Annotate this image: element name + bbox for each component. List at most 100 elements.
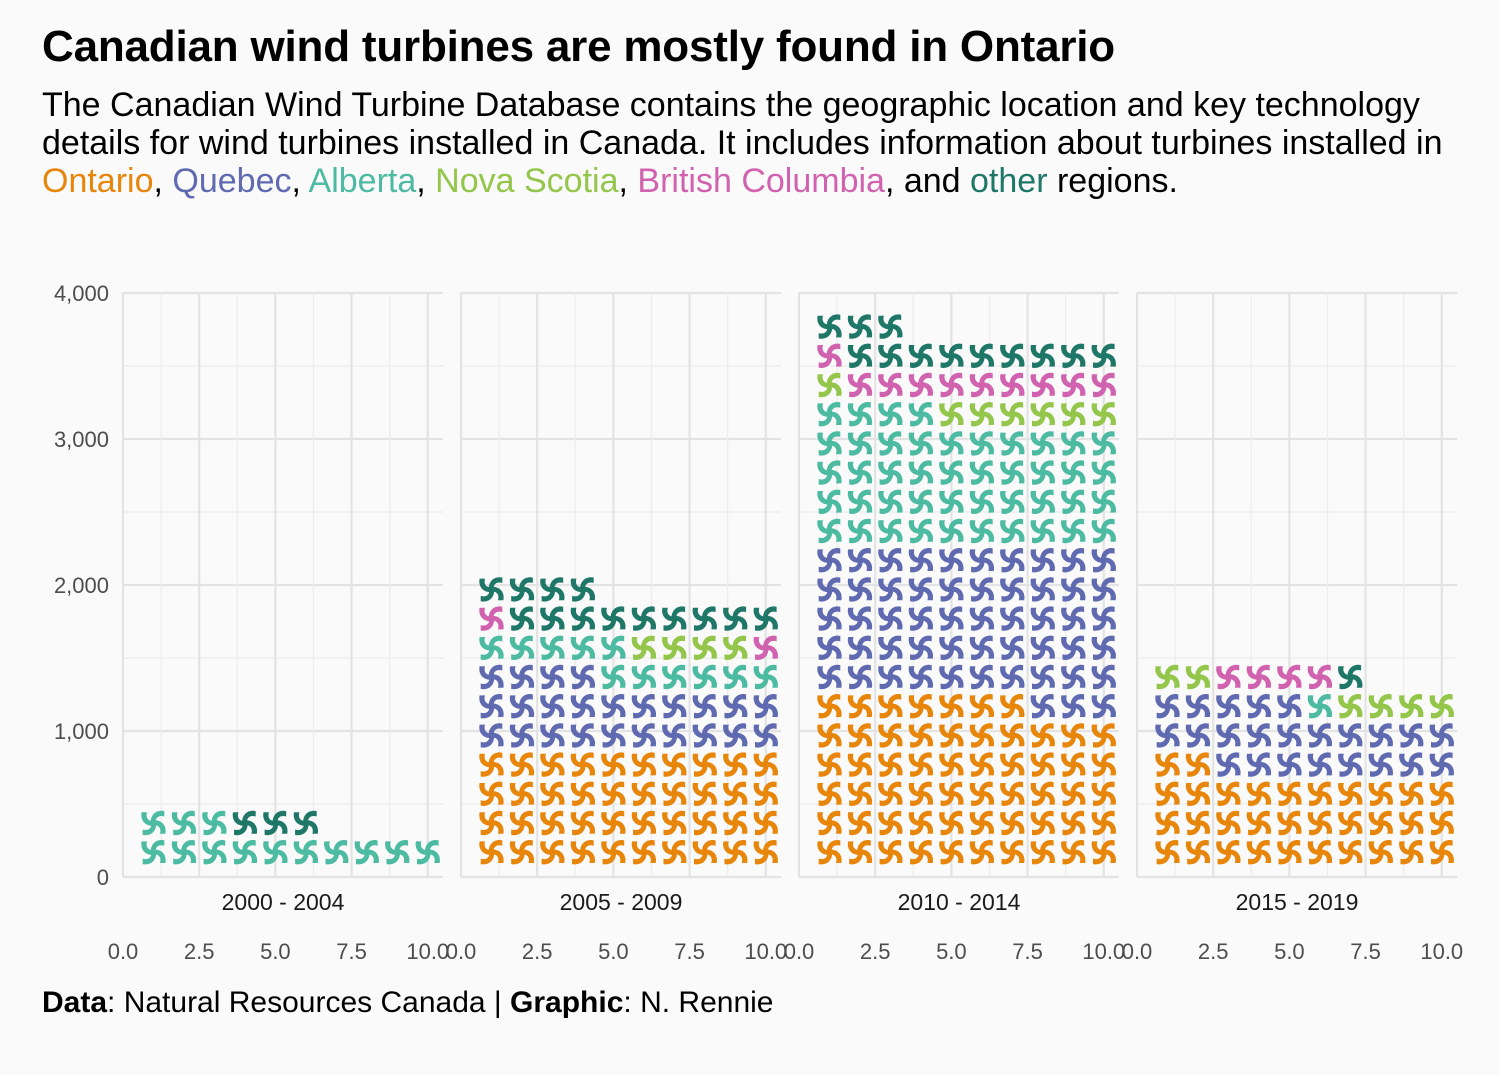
chart-subtitle: The Canadian Wind Turbine Database conta… — [42, 86, 1482, 200]
turbine-mark — [479, 635, 504, 660]
turbine-mark — [1246, 694, 1272, 719]
turbine-mark — [1307, 840, 1333, 865]
x-tick-label: 5.0 — [598, 939, 629, 964]
turbine-mark — [1399, 752, 1424, 777]
turbine-mark — [878, 518, 903, 544]
region-ontario-label: Ontario — [42, 162, 154, 200]
turbine-mark — [1030, 402, 1055, 427]
turbine-mark — [817, 840, 842, 865]
turbine-mark — [847, 752, 873, 777]
turbine-mark — [1030, 664, 1055, 690]
turbine-mark — [753, 635, 778, 660]
turbine-mark — [878, 431, 903, 456]
turbine-mark — [1030, 577, 1055, 602]
turbine-mark — [540, 664, 565, 690]
turbine-mark — [847, 635, 873, 660]
turbine-mark — [939, 810, 964, 836]
turbine-mark — [1155, 752, 1180, 777]
turbine-mark — [1000, 723, 1025, 748]
labels-layer: 0 1,000 2,000 3,000 4,000 0.0 2.5 5.0 7.5 10.0 200… — [54, 281, 1463, 964]
panel-grid — [797, 291, 1119, 879]
turbine-mark — [662, 664, 687, 690]
turbine-mark — [817, 694, 842, 719]
turbine-mark — [1061, 635, 1086, 660]
turbine-mark — [817, 402, 842, 427]
turbine-mark — [817, 723, 842, 748]
panel-grid — [121, 291, 443, 879]
turbine-mark — [601, 606, 626, 631]
turbine-mark — [1277, 810, 1302, 836]
turbine-mark — [1030, 431, 1055, 456]
turbine-mark — [817, 460, 842, 485]
turbine-mark — [1277, 781, 1302, 806]
caption-data-value: : Natural Resources Canada | — [107, 986, 511, 1019]
turbine-mark — [817, 577, 842, 602]
turbine-mark — [1061, 460, 1086, 485]
turbine-mark — [1307, 781, 1333, 806]
turbine-mark — [1061, 518, 1086, 544]
turbine-mark — [601, 723, 626, 748]
turbine-mark — [1000, 810, 1025, 836]
turbine-mark — [969, 635, 995, 660]
turbine-mark — [817, 372, 842, 398]
turbine-mark — [540, 781, 565, 806]
turbine-mark — [908, 343, 934, 368]
turbine-mark — [723, 664, 748, 690]
turbine-mark — [817, 314, 842, 339]
turbine-mark — [1307, 752, 1333, 777]
x-tick-label: 7.5 — [336, 939, 367, 964]
turbine-mark — [817, 343, 842, 368]
turbine-mark — [908, 606, 934, 631]
turbine-mark — [908, 431, 934, 456]
x-tick-label: 7.5 — [1350, 939, 1381, 964]
turbine-mark — [1061, 752, 1086, 777]
turbine-mark — [570, 606, 596, 631]
turbine-mark — [969, 752, 995, 777]
turbine-mark — [601, 781, 626, 806]
turbine-mark — [1399, 781, 1424, 806]
turbine-mark — [1000, 489, 1025, 514]
turbine-mark — [753, 694, 778, 719]
y-tick-label: 0 — [97, 865, 109, 890]
turbine-mark — [753, 723, 778, 748]
turbine-mark — [1061, 548, 1086, 573]
turbine-mark — [969, 402, 995, 427]
turbine-mark — [878, 840, 903, 865]
turbine-mark — [1277, 664, 1302, 690]
turbine-mark — [1030, 606, 1055, 631]
turbine-mark — [1185, 810, 1211, 836]
turbine-mark — [540, 635, 565, 660]
turbine-mark — [1429, 781, 1454, 806]
turbine-mark — [753, 810, 778, 836]
turbine-mark — [479, 781, 504, 806]
turbine-mark — [1277, 840, 1302, 865]
subtitle-end: regions. — [1047, 162, 1178, 200]
turbine-mark — [1030, 372, 1055, 398]
turbine-mark — [1091, 635, 1116, 660]
chart-caption: Data: Natural Resources Canada | Graphic… — [42, 986, 773, 1020]
turbine-mark — [1000, 664, 1025, 690]
turbine-mark — [847, 548, 873, 573]
turbine-mark — [692, 664, 717, 690]
turbine-mark — [939, 635, 964, 660]
turbine-mark — [601, 810, 626, 836]
turbine-mark — [847, 606, 873, 631]
turbine-mark — [479, 840, 504, 865]
turbine-mark — [692, 694, 717, 719]
turbine-mark — [1030, 694, 1055, 719]
x-tick-label: 10.0 — [1420, 939, 1463, 964]
x-tick-label: 0.0 — [108, 939, 139, 964]
turbine-mark — [878, 752, 903, 777]
turbine-mark — [1091, 606, 1116, 631]
turbine-mark — [878, 694, 903, 719]
y-tick-label: 2,000 — [54, 573, 109, 598]
turbine-mark — [1246, 840, 1272, 865]
turbine-mark — [1216, 664, 1241, 690]
turbine-mark — [1155, 840, 1180, 865]
turbine-mark — [723, 694, 748, 719]
turbine-mark — [509, 577, 535, 602]
turbine-mark — [1338, 664, 1363, 690]
turbine-mark — [908, 810, 934, 836]
turbine-mark — [969, 518, 995, 544]
turbine-mark — [723, 752, 748, 777]
